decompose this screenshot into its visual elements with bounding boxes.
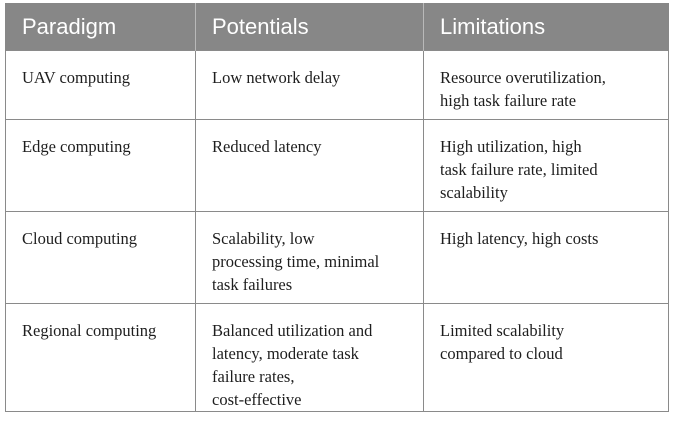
cell-text: UAV computing [22,68,131,87]
cell-text: Limited scalability [440,321,565,340]
cell-text: High latency, high costs [440,229,599,248]
table-row: Cloud computing Scalability, low process… [5,211,669,304]
cell-text: High utilization, high [440,137,582,156]
cell-paradigm: Edge computing [5,119,196,212]
table-row: Regional computing Balanced utilization … [5,303,669,412]
cell-text: task failures [212,275,293,294]
cell-potentials: Low network delay [195,50,424,120]
paradigm-comparison-table: Paradigm Potentials Limitations UAV comp… [5,3,669,412]
cell-limitations: High utilization, high task failure rate… [423,119,669,212]
cell-text: Edge computing [22,137,131,156]
cell-text: scalability [440,183,508,202]
cell-limitations: Resource overutilization, high task fail… [423,50,669,120]
cell-text: processing time, minimal [212,252,380,271]
cell-potentials: Balanced utilization and latency, modera… [195,303,424,412]
header-limitations: Limitations [423,3,669,51]
table-header-row: Paradigm Potentials Limitations [5,3,669,51]
cell-potentials: Reduced latency [195,119,424,212]
cell-text: failure rates, [212,367,295,386]
cell-paradigm: Regional computing [5,303,196,412]
cell-text: Resource overutilization, [440,68,606,87]
cell-text: compared to cloud [440,344,563,363]
cell-limitations: Limited scalability compared to cloud [423,303,669,412]
cell-text: Cloud computing [22,229,138,248]
cell-text: high task failure rate [440,91,577,110]
cell-text: Scalability, low [212,229,315,248]
cell-text: Balanced utilization and [212,321,373,340]
table-row: Edge computing Reduced latency High util… [5,119,669,212]
cell-text: Regional computing [22,321,157,340]
cell-text: Reduced latency [212,137,322,156]
table-row: UAV computing Low network delay Resource… [5,50,669,120]
cell-text: task failure rate, limited [440,160,598,179]
comparison-table-container: Paradigm Potentials Limitations UAV comp… [5,3,669,412]
cell-paradigm: UAV computing [5,50,196,120]
cell-potentials: Scalability, low processing time, minima… [195,211,424,304]
header-potentials: Potentials [195,3,424,51]
cell-limitations: High latency, high costs [423,211,669,304]
cell-paradigm: Cloud computing [5,211,196,304]
cell-text: cost-effective [212,390,302,409]
cell-text: Low network delay [212,68,341,87]
header-paradigm: Paradigm [5,3,196,51]
cell-text: latency, moderate task [212,344,359,363]
